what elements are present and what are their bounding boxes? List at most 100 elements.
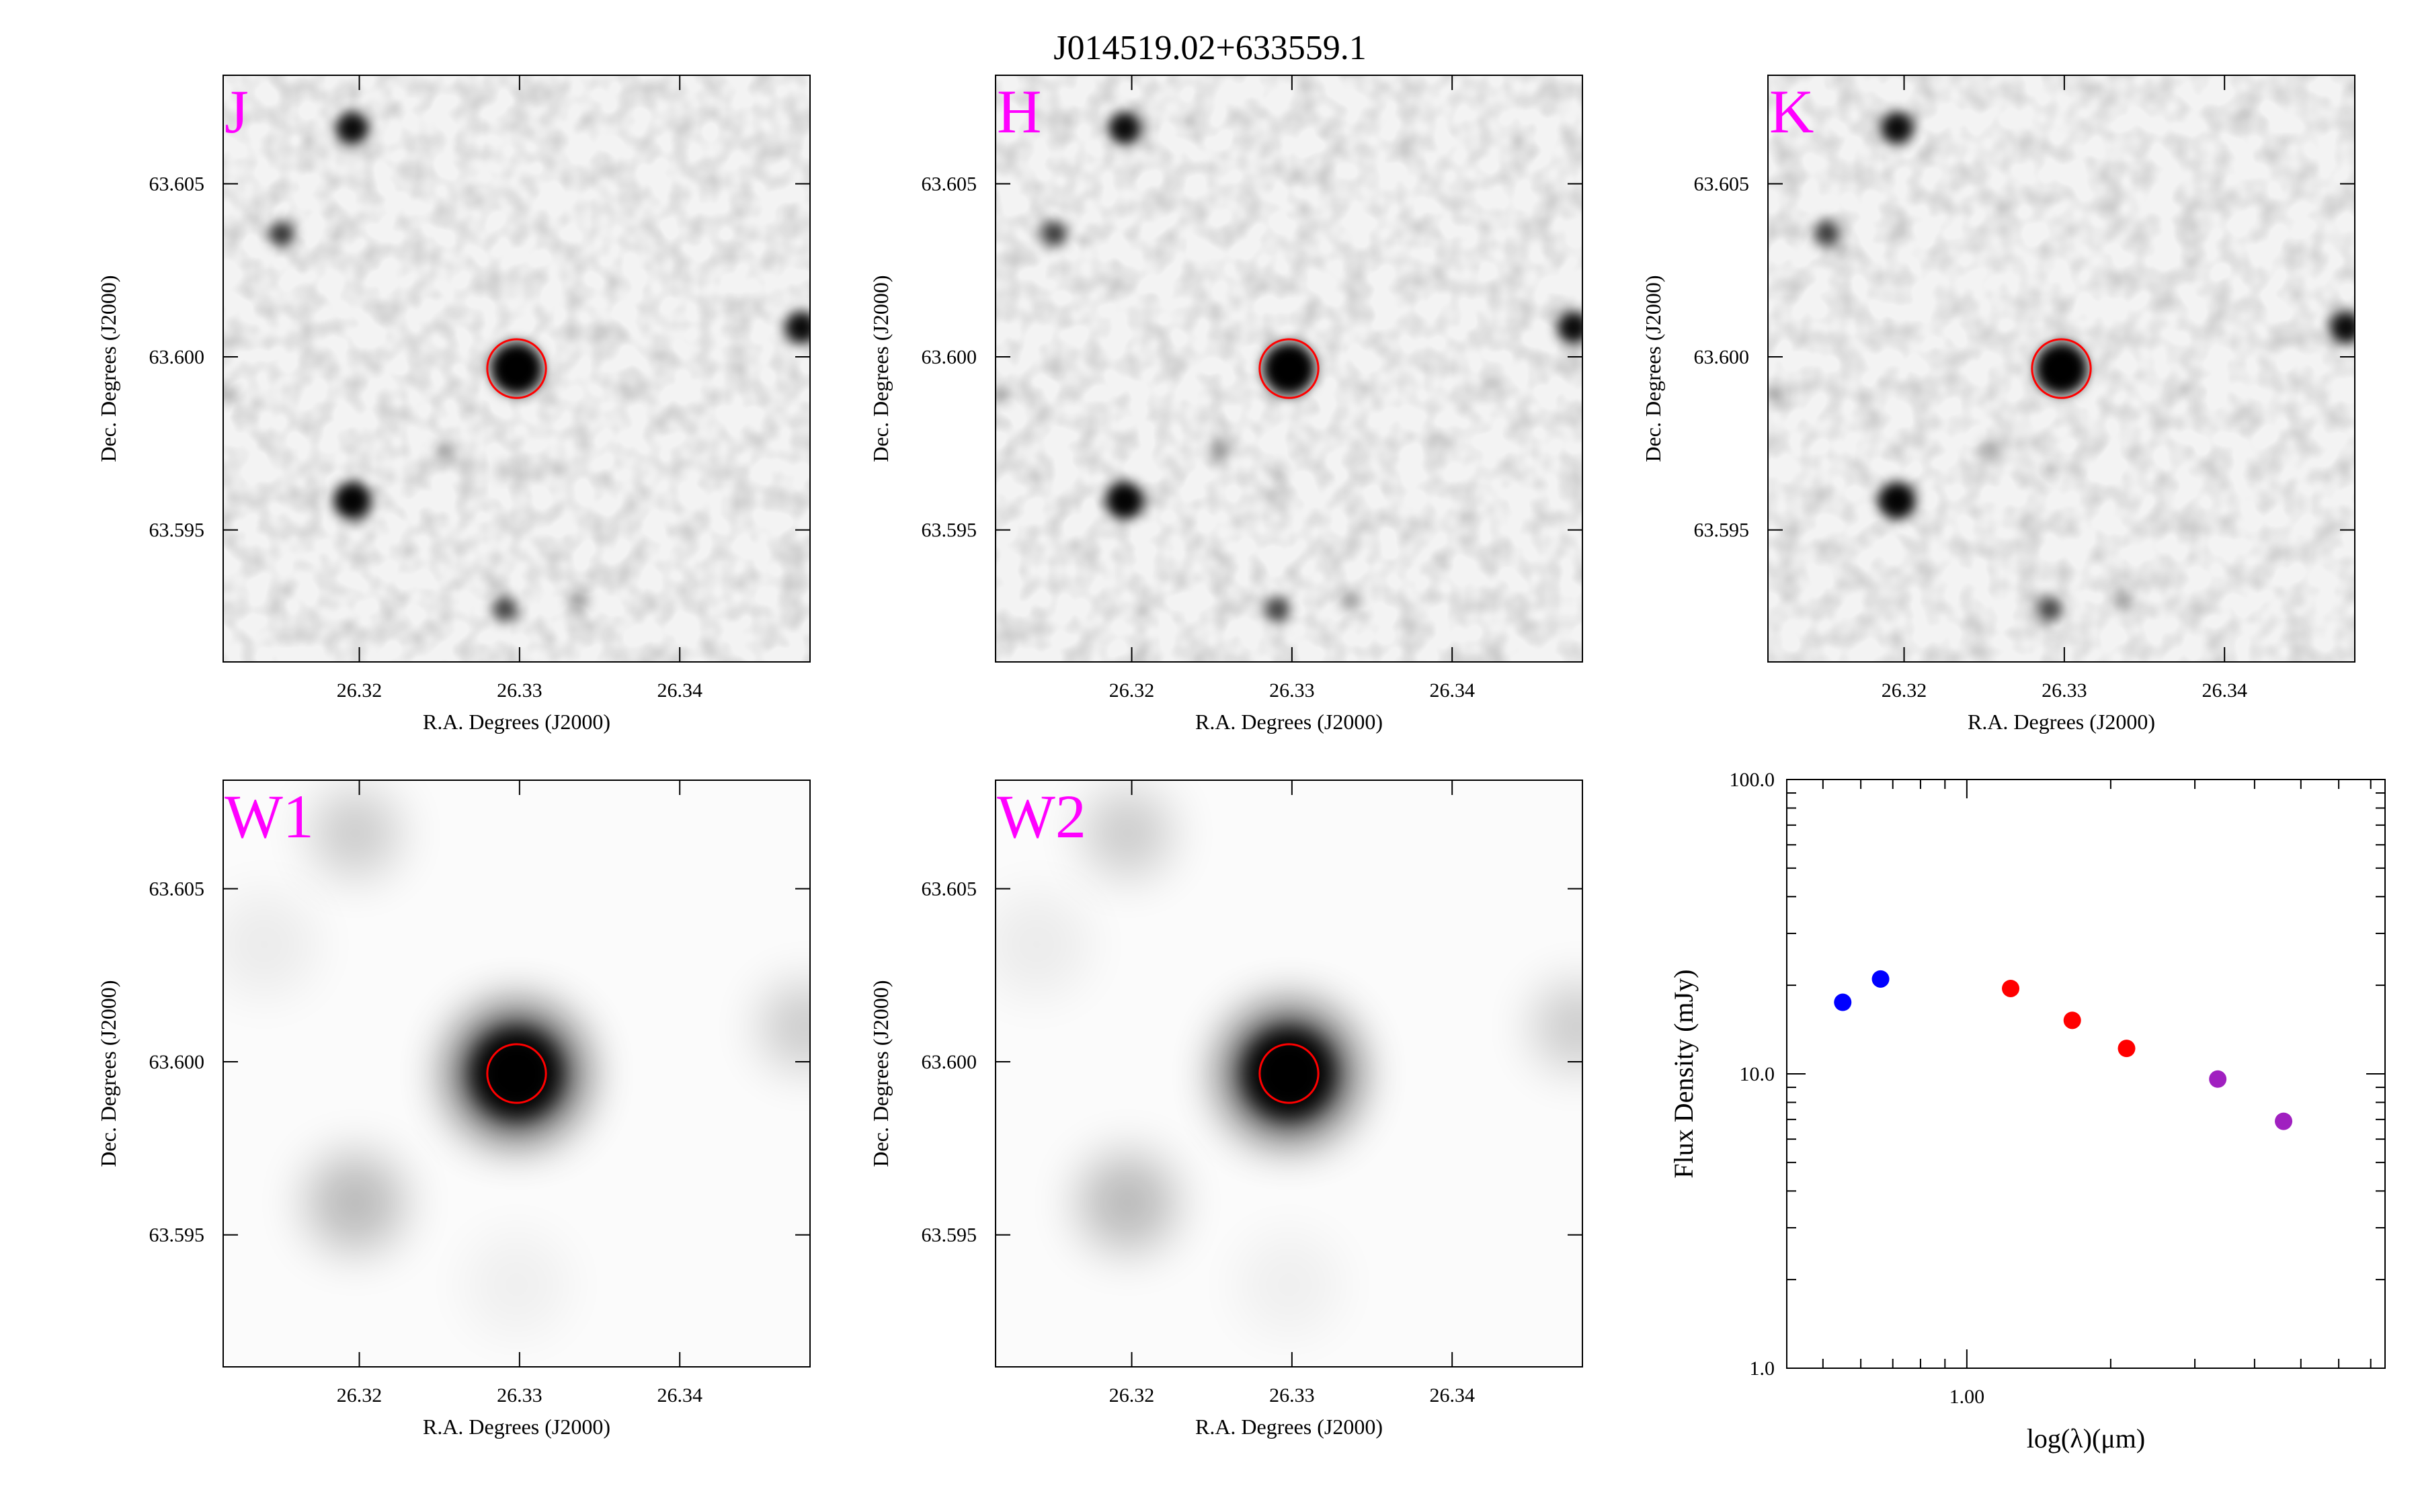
source-blob [1880, 112, 1914, 145]
sed-y-tick-label: 10.0 [1740, 1063, 1775, 1085]
source-blob [1108, 112, 1141, 145]
source-blob [760, 982, 810, 1071]
y-tick-label: 63.605 [1694, 173, 1750, 196]
sed-point [1871, 970, 1890, 988]
source-blob [311, 789, 399, 878]
y-tick-label: 63.605 [149, 878, 205, 900]
panel-image [996, 789, 1582, 1338]
sed-x-axis-label: log(λ)(μm) [2027, 1423, 2145, 1454]
y-axis-label: Dec. Degrees (J2000) [1641, 275, 1665, 462]
y-tick-label: 63.605 [922, 878, 977, 900]
panel-image [996, 75, 1582, 662]
x-tick-label: 26.34 [657, 679, 702, 702]
target-source [1262, 342, 1316, 395]
source-blob [1532, 982, 1582, 1071]
x-tick-label: 26.32 [1882, 679, 1927, 702]
sed-plot: 100.0 10.0 1.0 1.00 log(λ)(μm) Flux Density (… [1668, 769, 2386, 1454]
source-blob [463, 1232, 570, 1338]
y-tick-label: 63.595 [149, 1224, 205, 1247]
panel-image [223, 75, 810, 662]
sed-y-tick-label: 1.0 [1750, 1357, 1775, 1380]
aperture-circle [1258, 1043, 1320, 1104]
sed-x-tick-label: 1.00 [1949, 1386, 1985, 1408]
y-tick-label: 63.595 [922, 1224, 977, 1247]
sed-point [2063, 1011, 2081, 1030]
image-panel-k: K 26.32 26.33 26.34 63.605 63.600 63.595 R.A. D… [1641, 75, 2355, 734]
x-axis-label: R.A. Degrees (J2000) [1195, 1415, 1383, 1439]
source-blob [784, 310, 810, 344]
source-blob [1207, 439, 1231, 463]
x-tick-label: 26.33 [1269, 679, 1315, 702]
y-axis-label: Dec. Degrees (J2000) [96, 275, 120, 462]
y-tick-label: 63.595 [1694, 519, 1750, 542]
y-axis-label: Dec. Degrees (J2000) [96, 980, 120, 1167]
source-blob [2112, 589, 2134, 612]
figure-title: J014519.02+633559.1 [1053, 29, 1367, 67]
sed-point [2002, 979, 2020, 997]
source-blob [1083, 789, 1172, 878]
source-blob [1236, 1232, 1342, 1338]
x-tick-label: 26.32 [1109, 679, 1155, 702]
source-blob [1340, 589, 1361, 612]
source-blob [567, 589, 589, 612]
y-tick-label: 63.600 [1694, 346, 1750, 368]
source-blob [996, 386, 1010, 404]
panel-frame [995, 780, 1583, 1368]
x-tick-label: 26.34 [1429, 679, 1475, 702]
target-source [490, 342, 543, 395]
source-blob [996, 891, 1090, 997]
source-blob [434, 439, 458, 463]
sed-point [2118, 1040, 2136, 1058]
panel-frame [995, 75, 1583, 663]
image-panel-j: J 26.32 26.33 26.34 63.605 63.600 63.595 R.A. D… [96, 75, 811, 734]
x-tick-label: 26.32 [1109, 1384, 1155, 1406]
image-panel-w2: W2 26.32 26.33 26.34 63.605 63.600 63.595 R.A. … [869, 780, 1583, 1439]
band-label: W1 [225, 782, 314, 851]
y-tick-label: 63.600 [922, 346, 977, 368]
x-tick-label: 26.33 [1269, 1384, 1315, 1406]
source-blob [1878, 481, 1916, 519]
target-source [1245, 1030, 1333, 1118]
y-axis-label: Dec. Degrees (J2000) [869, 275, 893, 462]
panel-frame [1767, 75, 2355, 663]
source-blob [333, 481, 371, 519]
sed-y-tick-label: 100.0 [1730, 769, 1775, 791]
y-tick-label: 63.595 [922, 519, 977, 542]
x-tick-label: 26.32 [337, 679, 382, 702]
x-tick-label: 26.33 [497, 1384, 542, 1406]
x-axis-label: R.A. Degrees (J2000) [1968, 710, 2155, 734]
source-blob [1979, 439, 2003, 463]
band-label: W2 [997, 782, 1086, 851]
x-tick-label: 26.34 [1429, 1384, 1475, 1406]
source-blob [1079, 1154, 1176, 1251]
sed-point [2275, 1112, 2293, 1130]
y-tick-label: 63.605 [922, 173, 977, 196]
x-tick-label: 26.34 [2202, 679, 2247, 702]
source-blob [2036, 596, 2063, 622]
y-tick-label: 63.600 [149, 1051, 205, 1073]
band-label: H [997, 77, 1041, 146]
aperture-circle [486, 1043, 547, 1104]
source-blob [1814, 220, 1840, 247]
sed-point [1834, 993, 1852, 1011]
x-tick-label: 26.34 [657, 1384, 702, 1406]
sed-y-axis-label: Flux Density (mJy) [1668, 969, 1699, 1178]
image-panel-h: H 26.32 26.33 26.34 63.605 63.600 63.595 R.A. D… [869, 75, 1583, 734]
x-tick-label: 26.33 [497, 679, 542, 702]
source-blob [1768, 386, 1783, 404]
source-blob [1557, 310, 1582, 344]
source-blob [491, 596, 518, 622]
band-label: K [1769, 77, 1814, 146]
source-blob [1268, 462, 1287, 480]
band-label: J [225, 77, 249, 146]
source-blob [335, 112, 369, 145]
source-blob [495, 462, 514, 480]
panel-image [223, 789, 810, 1338]
source-blob [2040, 462, 2059, 480]
panel-frame [223, 780, 811, 1368]
x-axis-label: R.A. Degrees (J2000) [423, 710, 610, 734]
y-tick-label: 63.600 [149, 346, 205, 368]
target-source [2035, 342, 2088, 395]
sed-frame [1786, 779, 2386, 1369]
